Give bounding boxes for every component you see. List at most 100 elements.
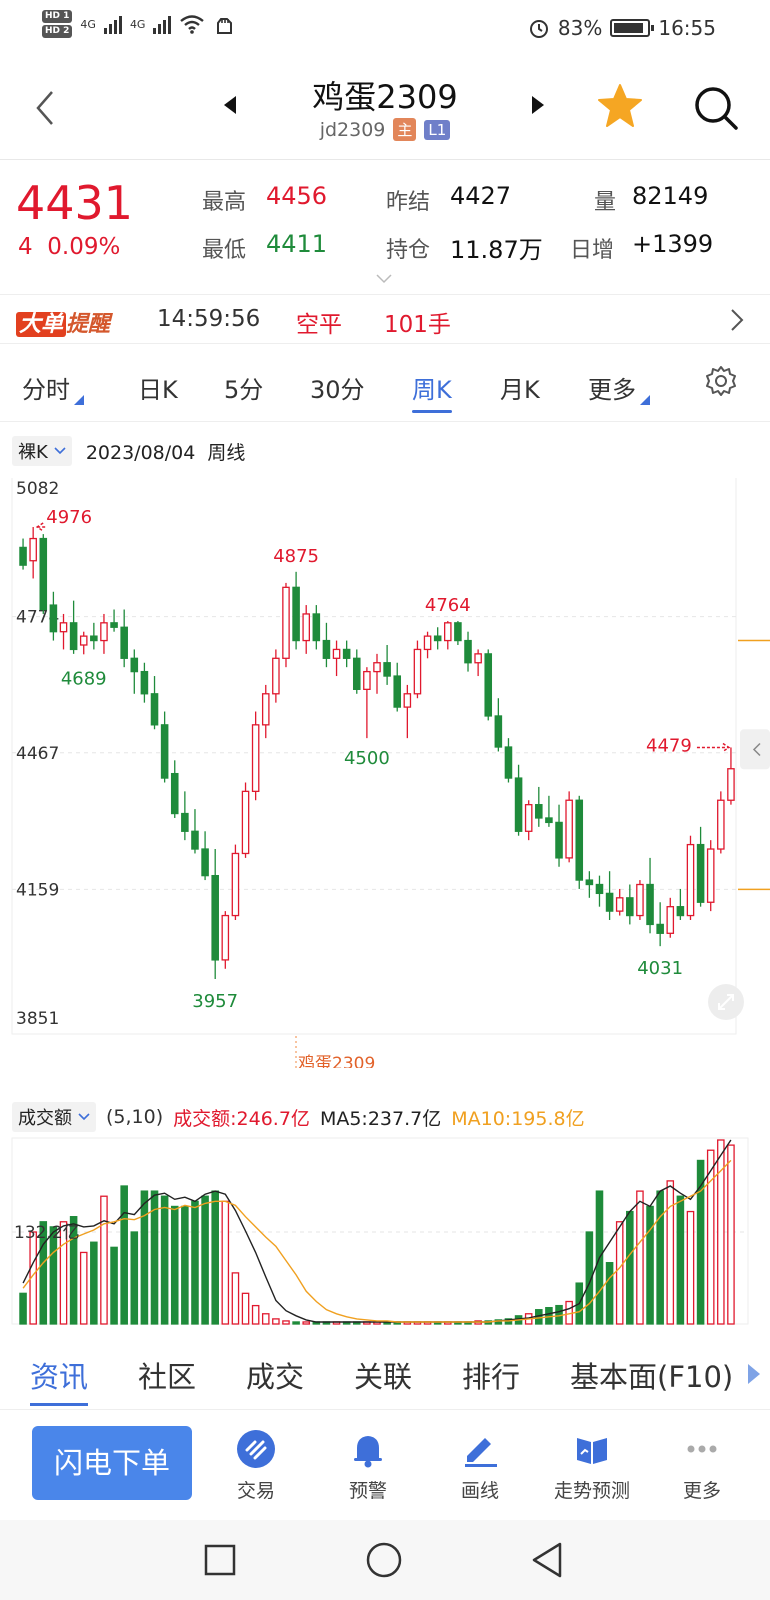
volume-bar [79,1251,88,1325]
tab-monthly-k[interactable]: 月K [500,376,540,404]
gear-icon[interactable] [704,364,738,398]
volume-bar [110,1246,118,1325]
tab-community[interactable]: 社区 [138,1360,197,1394]
candle-body [514,777,523,832]
tab-weekly-k[interactable]: 周K [412,370,452,413]
candle-body [160,724,169,779]
candle-body [615,897,624,912]
volume-bar [261,1313,270,1325]
volume-bar [676,1195,685,1325]
trade-icon [237,1430,275,1468]
chart-toolbar: 裸K 2023/08/04 周线 [12,436,245,466]
y-tick-label: 4159 [16,880,59,900]
more-icon [687,1445,717,1453]
volume-bar [292,1321,300,1325]
scroll-right-icon[interactable] [748,1364,760,1384]
quote-panel: 4431 4 0.09% 最高 4456 最低 4411 昨结 4427 持仓 … [0,160,770,295]
volume-bar [59,1221,68,1325]
draw-button[interactable]: 画线 [430,1428,530,1503]
hd1-badge: HD 1 [42,10,73,23]
system-nav-bar [0,1520,770,1600]
search-icon[interactable] [692,84,740,132]
tab-5min[interactable]: 5分 [224,376,264,404]
back-nav-icon[interactable] [530,1542,566,1578]
last-price: 4431 [16,176,134,230]
annotation-arrow [696,742,731,753]
next-contract-icon[interactable] [532,96,544,114]
y-tick-label: 4774 [16,608,59,628]
chart-mode-select[interactable]: 裸K [12,436,72,466]
tab-timeshare[interactable]: 分时 [22,370,84,405]
candle-body [535,804,543,819]
price-change: 4 0.09% [18,234,120,260]
volume-chart[interactable]: 132.2亿 [0,1136,770,1330]
candle-body [565,799,573,859]
volume-bar [140,1190,149,1325]
volume-bar [181,1205,189,1325]
signal-icon [103,14,122,34]
volume-amount: 成交额:246.7亿 [173,1107,310,1130]
volume-bar [160,1195,169,1325]
alert-label: 预警 [348,1480,387,1502]
candle-body [686,843,695,917]
extreme-annotation: 4764 [425,595,471,616]
tab-30min[interactable]: 30分 [310,376,365,404]
home-icon[interactable] [366,1542,402,1578]
flash-order-button[interactable]: 闪电下单 [32,1426,192,1500]
candle-body [201,848,209,877]
volume-bar [727,1144,735,1325]
candle-body [272,657,280,695]
trade-button[interactable]: 交易 [206,1428,306,1503]
volume-bar [221,1200,230,1325]
big-order-alert[interactable]: 大单 提醒 14:59:56 空平 101手 [0,296,770,344]
volume-ma10: MA10:195.8亿 [451,1107,585,1130]
tab-related[interactable]: 关联 [354,1360,413,1394]
candle-body [231,852,240,917]
candlestick-chart[interactable]: 5082 4774 4467 4159 3851 4976 4875 4764 4689 4500… [0,478,770,1068]
candle-body [484,653,493,717]
tab-news[interactable]: 资讯 [30,1354,89,1406]
candle-body [464,639,472,664]
candle-body [130,657,139,673]
volume-bar [626,1210,634,1325]
candle-body [39,537,48,611]
expand-chevron-icon[interactable] [376,274,392,284]
chevron-right-icon[interactable] [730,308,744,332]
prev-contract-icon[interactable] [224,96,236,114]
tab-daily-k[interactable]: 日K [138,376,178,404]
candle-body [29,537,37,562]
net2-label: 4G [129,17,146,31]
candle-body [494,715,503,748]
recent-apps-icon[interactable] [204,1544,236,1576]
candle-body [373,662,381,673]
tab-fundamentals[interactable]: 基本面(F10) [570,1360,734,1394]
candle-body [656,923,664,934]
candle-body [605,892,614,912]
alert-button[interactable]: 预警 [318,1428,418,1503]
volume-bar [150,1190,159,1325]
volume-mode-label: 成交额 [18,1108,72,1129]
volume-bar [636,1190,644,1325]
tab-more[interactable]: 更多 [588,370,650,405]
tab-trades[interactable]: 成交 [246,1360,305,1394]
volume-bar [69,1216,78,1325]
volume-mode-select[interactable]: 成交额 [12,1102,96,1132]
chevron-left-icon [752,742,761,757]
favorite-star-icon[interactable] [596,82,644,130]
volume-bar [717,1139,725,1325]
forecast-button[interactable]: 走势预测 [542,1428,642,1503]
volume-ma5: MA5:237.7亿 [319,1107,442,1130]
volume-bar [696,1159,705,1325]
volume-bar [686,1210,695,1325]
candle-body [332,648,341,659]
volume-bar [646,1205,654,1325]
back-arrow-icon[interactable] [30,88,60,128]
dropdown-corner-icon [74,395,84,405]
extreme-annotation: 4689 [61,668,107,689]
tab-ranking[interactable]: 排行 [462,1360,521,1394]
more-button[interactable]: 更多 [652,1428,752,1503]
volume-bar [241,1292,250,1325]
status-bar: HD 1 HD 2 4G 4G 83% 16:55 [0,0,770,58]
volume-bar [90,1241,98,1325]
candle-body [241,790,250,855]
